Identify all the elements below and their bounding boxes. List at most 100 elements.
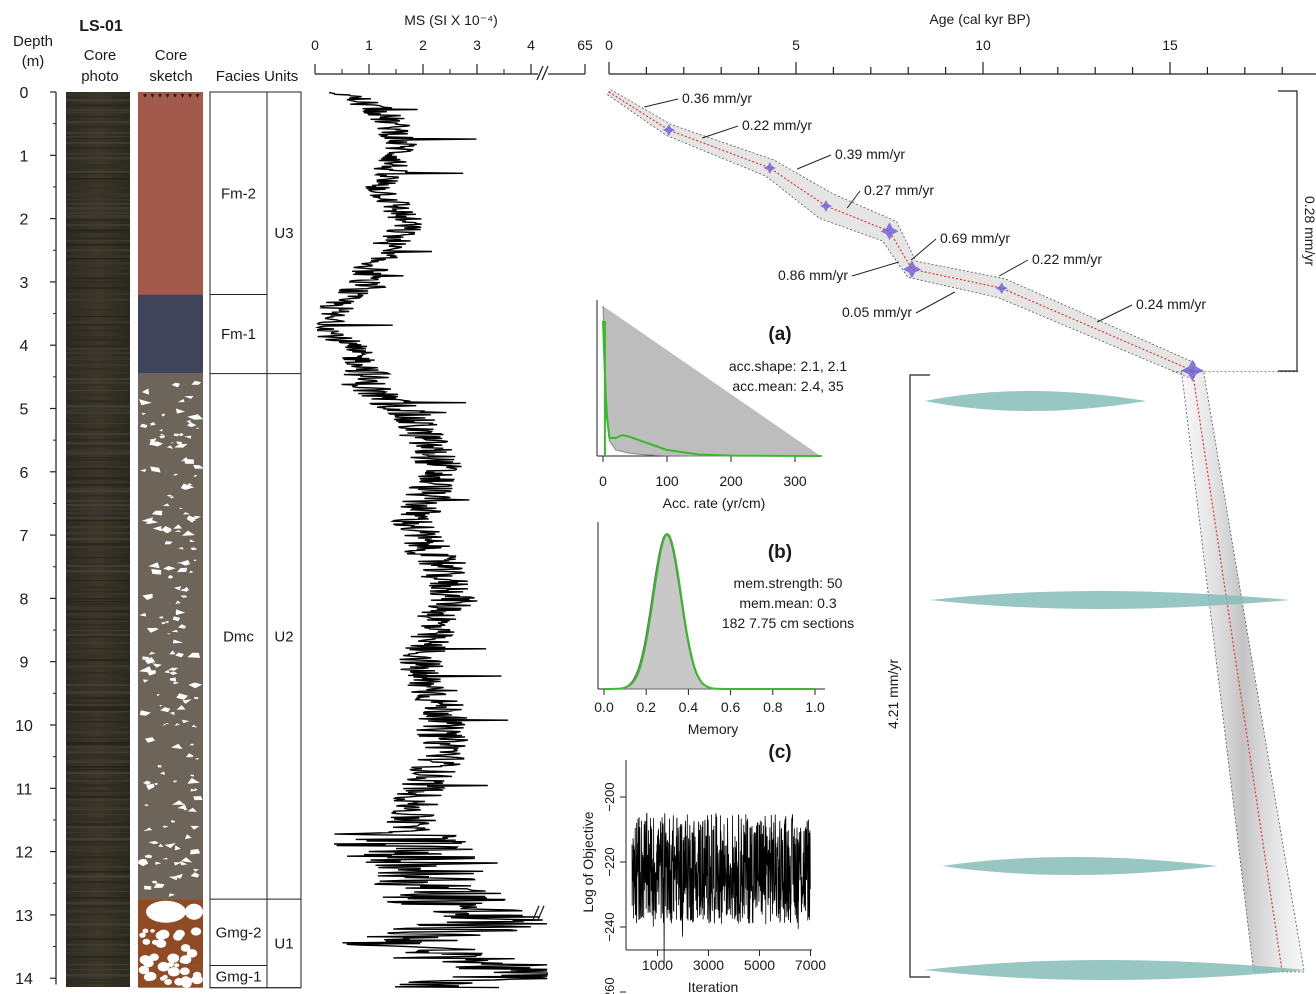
clast xyxy=(168,667,179,671)
panel-c-ytick: −240 xyxy=(602,912,617,941)
panel-c-iterations: 1000 3000 5000 7000 −200 −220 −240 −260 xyxy=(602,760,826,994)
clast xyxy=(169,677,177,682)
unit-label: U2 xyxy=(274,628,293,645)
ms-tick-label: 0 xyxy=(311,37,319,53)
clast xyxy=(166,494,173,497)
panel-c-xtick: 7000 xyxy=(795,957,826,973)
panel-b-mean: mem.mean: 0.3 xyxy=(739,595,836,611)
clast xyxy=(176,611,182,615)
sketch-marker xyxy=(195,94,200,98)
clast xyxy=(165,620,169,623)
clast xyxy=(190,872,200,878)
pebble xyxy=(179,967,190,976)
clast xyxy=(159,765,162,768)
pebble xyxy=(142,928,149,934)
panel-a-tick: 200 xyxy=(719,473,743,489)
panel-b-strength: mem.strength: 50 xyxy=(734,575,843,591)
clast xyxy=(173,473,178,476)
clast xyxy=(190,774,195,777)
clast xyxy=(179,560,191,566)
clast xyxy=(190,825,200,830)
panel-b-xlabel: Memory xyxy=(688,721,739,737)
clast xyxy=(148,562,160,569)
clast xyxy=(141,412,146,416)
lower-bracket-label: 4.21 mm/yr xyxy=(885,659,901,729)
clast xyxy=(174,443,188,448)
clast xyxy=(144,854,151,858)
date-distribution xyxy=(925,391,1146,411)
clast xyxy=(184,834,192,840)
clast xyxy=(172,780,177,783)
clast xyxy=(193,697,199,700)
rate-leader xyxy=(846,190,861,209)
clast xyxy=(177,567,188,573)
clast xyxy=(193,559,197,562)
clast xyxy=(167,574,174,579)
clast xyxy=(160,771,166,775)
age-envelope-upper xyxy=(606,88,1197,379)
age-axis: 0 5 10 15 xyxy=(605,37,1316,75)
accumulation-rate-labels: 0.36 mm/yr 0.22 mm/yr 0.39 mm/yr 0.27 mm/yr… xyxy=(644,90,1206,323)
clast xyxy=(179,861,188,866)
panel-a-tick: 300 xyxy=(783,473,807,489)
dated-sample-marker xyxy=(880,222,899,241)
panel-b-tick: 0.2 xyxy=(636,699,656,715)
age-tick-label: 10 xyxy=(975,37,991,53)
rate-leader xyxy=(915,291,956,314)
clast xyxy=(163,528,172,533)
age-depth-model xyxy=(606,88,1306,980)
clast xyxy=(188,682,203,689)
depth-header-line2: (m) xyxy=(22,53,45,70)
panel-b-sections: 182 7.75 cm sections xyxy=(722,615,854,631)
rate-label: 0.39 mm/yr xyxy=(835,146,905,162)
panel-a-prior xyxy=(602,320,821,457)
clast xyxy=(187,414,204,420)
clast xyxy=(174,845,181,851)
pebble xyxy=(192,971,202,979)
clast xyxy=(183,808,188,811)
clast xyxy=(171,629,179,633)
depth-tick-label: 13 xyxy=(15,908,33,925)
date-distribution xyxy=(930,591,1290,609)
clast xyxy=(140,423,148,428)
clast xyxy=(162,503,170,507)
clast xyxy=(148,651,156,655)
date-distribution xyxy=(942,857,1218,875)
sketch-marker xyxy=(150,94,155,98)
clast xyxy=(193,465,204,469)
sketch-marker xyxy=(180,94,185,98)
panel-c-tag: (c) xyxy=(768,742,791,763)
clast xyxy=(195,427,200,429)
pebble xyxy=(180,955,192,965)
sketch-marker xyxy=(165,94,170,98)
clast xyxy=(179,507,184,509)
panel-a-tick: 100 xyxy=(655,473,679,489)
clast xyxy=(175,652,184,658)
clast xyxy=(177,399,185,403)
clast xyxy=(149,438,157,443)
pebble xyxy=(157,961,170,972)
unit-label: U1 xyxy=(274,935,293,952)
clast xyxy=(194,788,198,791)
clast xyxy=(168,893,176,897)
sketch-layer xyxy=(138,92,203,295)
pebble xyxy=(155,939,167,948)
panel-a-shape: acc.shape: 2.1, 2.1 xyxy=(729,358,848,374)
clast xyxy=(162,857,168,860)
clast xyxy=(142,679,149,683)
rate-label: 0.22 mm/yr xyxy=(1032,251,1102,267)
clast xyxy=(194,757,199,760)
core-id: LS-01 xyxy=(79,18,123,35)
facies-label: Fm-1 xyxy=(221,326,256,343)
lower-rate-bracket: 4.21 mm/yr xyxy=(885,374,930,978)
panel-b-tick: 0.0 xyxy=(594,699,614,715)
clast xyxy=(179,432,184,437)
clast xyxy=(191,724,198,728)
age-tick-label: 5 xyxy=(792,37,800,53)
clast xyxy=(183,512,190,515)
clast xyxy=(152,663,162,668)
depth-tick-label: 4 xyxy=(20,338,29,355)
panel-b-prior xyxy=(604,532,815,690)
clast xyxy=(144,804,149,807)
rate-leader xyxy=(998,259,1029,277)
